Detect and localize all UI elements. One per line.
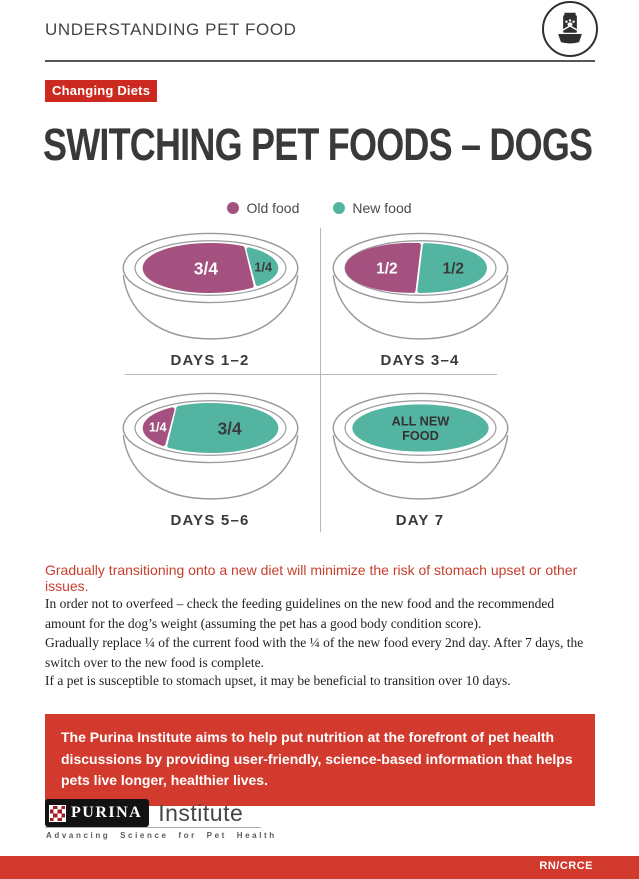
- grid-divider-vertical: [320, 228, 321, 532]
- logo-tagline: Advancing Science for Pet Health: [46, 831, 277, 840]
- page-header-title: UNDERSTANDING PET FOOD: [45, 20, 297, 39]
- bowl-days-5-6: 1/4 3/4 DAYS 5–6: [95, 388, 325, 529]
- purina-logo-box: PURINA: [45, 799, 150, 827]
- bowl4-all-new-line2: FOOD: [402, 428, 439, 443]
- purina-institute-logo: PURINA Institute: [45, 799, 243, 827]
- purina-checkerboard-icon: [49, 804, 66, 822]
- bowl4-all-new-line1: ALL NEW: [391, 413, 449, 428]
- body-paragraph-3: If a pet is susceptible to stomach upset…: [45, 673, 511, 688]
- bowl1-old-fraction: 3/4: [193, 258, 217, 278]
- document-code: RN/CRCE: [539, 860, 593, 872]
- pet-food-bag-and-bowl-icon: [542, 1, 598, 57]
- new-food-dot-icon: [333, 202, 346, 214]
- bowl1-new-fraction: 1/4: [254, 260, 272, 275]
- logo-divider: [45, 827, 261, 828]
- header-divider: [45, 60, 595, 62]
- bowl-days-3-4: 1/2 1/2 DAYS 3–4: [305, 228, 535, 369]
- bowl-day-7: ALL NEW FOOD DAY 7: [305, 388, 535, 529]
- legend-old-label: Old food: [246, 200, 300, 216]
- old-food-dot-icon: [227, 202, 240, 214]
- legend: Old food New food: [0, 200, 639, 216]
- bowl3-new-fraction: 3/4: [217, 418, 241, 438]
- legend-item-new-food: New food: [333, 200, 412, 216]
- bowl4-day-label: DAY 7: [395, 512, 445, 529]
- bowl-diagram-days-3-4: 1/2 1/2: [332, 232, 508, 340]
- bowl3-old-fraction: 1/4: [148, 420, 166, 435]
- grid-divider-horizontal: [125, 374, 497, 375]
- footer-bar: RN/CRCE: [0, 856, 639, 879]
- page-title: SWITCHING PET FOODS – DOGS: [43, 119, 593, 170]
- bowl2-day-label: DAYS 3–4: [380, 352, 460, 369]
- bowl-diagram-days-1-2: 3/4 1/4: [122, 232, 298, 340]
- bowl2-new-fraction: 1/2: [442, 260, 463, 277]
- bowl-diagram-days-5-6: 1/4 3/4: [122, 392, 298, 500]
- legend-item-old-food: Old food: [227, 200, 299, 216]
- body-paragraph-2: Gradually replace ¼ of the current food …: [45, 635, 584, 670]
- body-paragraph-1: In order not to overfeed – check the fee…: [45, 596, 555, 631]
- bowl2-old-fraction: 1/2: [376, 260, 397, 277]
- legend-new-label: New food: [352, 200, 412, 216]
- bowl3-day-label: DAYS 5–6: [170, 512, 250, 529]
- bowl-days-1-2: 3/4 1/4 DAYS 1–2: [95, 228, 325, 369]
- pet-food-icon-glyph: [558, 12, 582, 44]
- highlight-sentence: Gradually transitioning onto a new diet …: [45, 562, 578, 594]
- institute-text: Institute: [158, 799, 244, 826]
- bowl-diagram-day-7: ALL NEW FOOD: [332, 392, 508, 500]
- section-badge: Changing Diets: [45, 80, 158, 102]
- bowl1-day-label: DAYS 1–2: [170, 352, 250, 369]
- purina-institute-callout: The Purina Institute aims to help put nu…: [45, 714, 595, 807]
- purina-brand-text: PURINA: [71, 804, 143, 821]
